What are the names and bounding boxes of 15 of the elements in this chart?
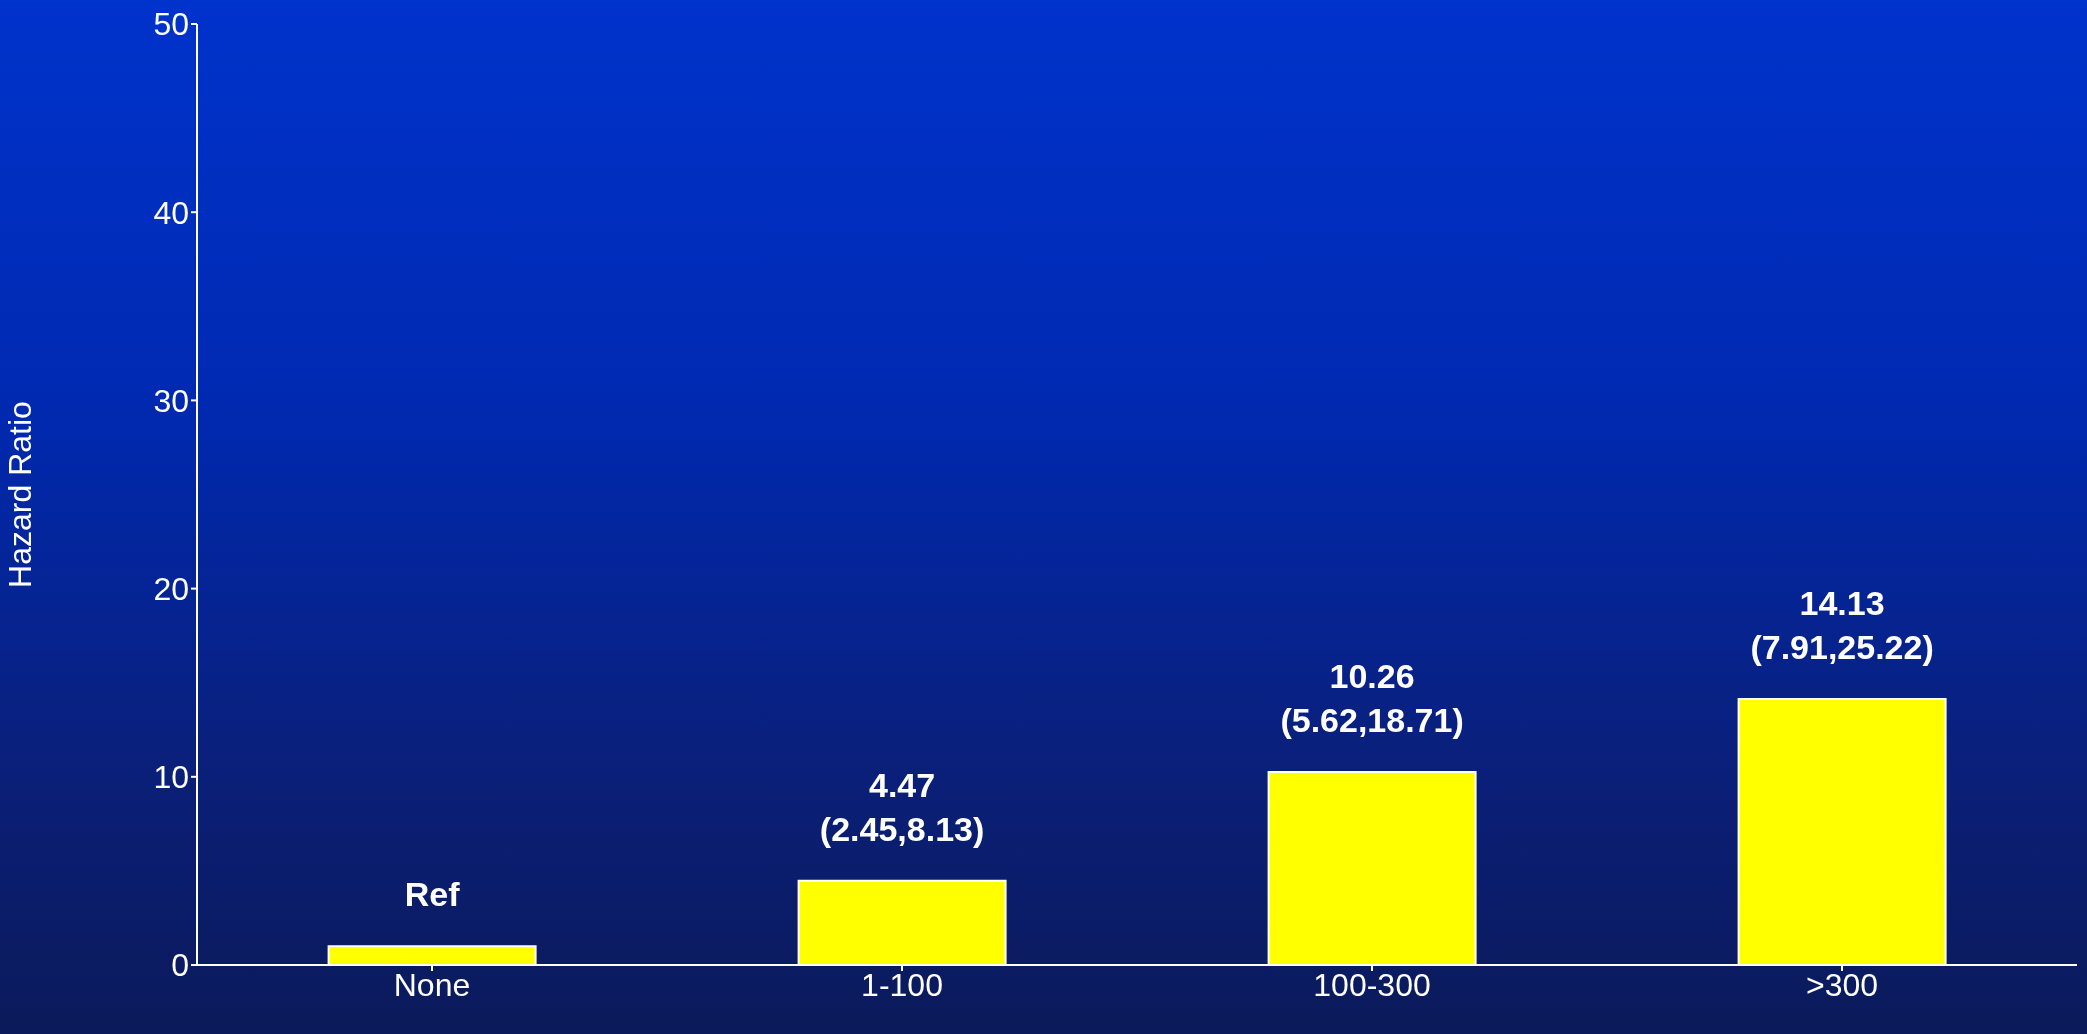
y-tick-label: 20 xyxy=(153,570,189,607)
y-tick-label: 50 xyxy=(153,6,189,43)
x-tick-label: None xyxy=(393,966,471,1003)
y-axis-title: Hazard Ratio xyxy=(2,401,39,588)
x-tick-label: 1-100 xyxy=(861,966,943,1003)
data-label: Ref xyxy=(404,875,461,914)
data-label: 4.47 (2.45,8.13) xyxy=(819,765,985,848)
x-tick-label: >300 xyxy=(1805,966,1879,1003)
y-tick-label: 10 xyxy=(153,759,189,796)
y-tick-label: 0 xyxy=(171,947,189,984)
data-label: 14.13 (7.91,25.22) xyxy=(1750,584,1934,667)
x-tick-label: 100-300 xyxy=(1313,966,1431,1003)
y-tick-label: 30 xyxy=(153,382,189,419)
y-tick-label: 40 xyxy=(153,194,189,231)
data-label: 10.26 (5.62,18.71) xyxy=(1280,656,1464,739)
